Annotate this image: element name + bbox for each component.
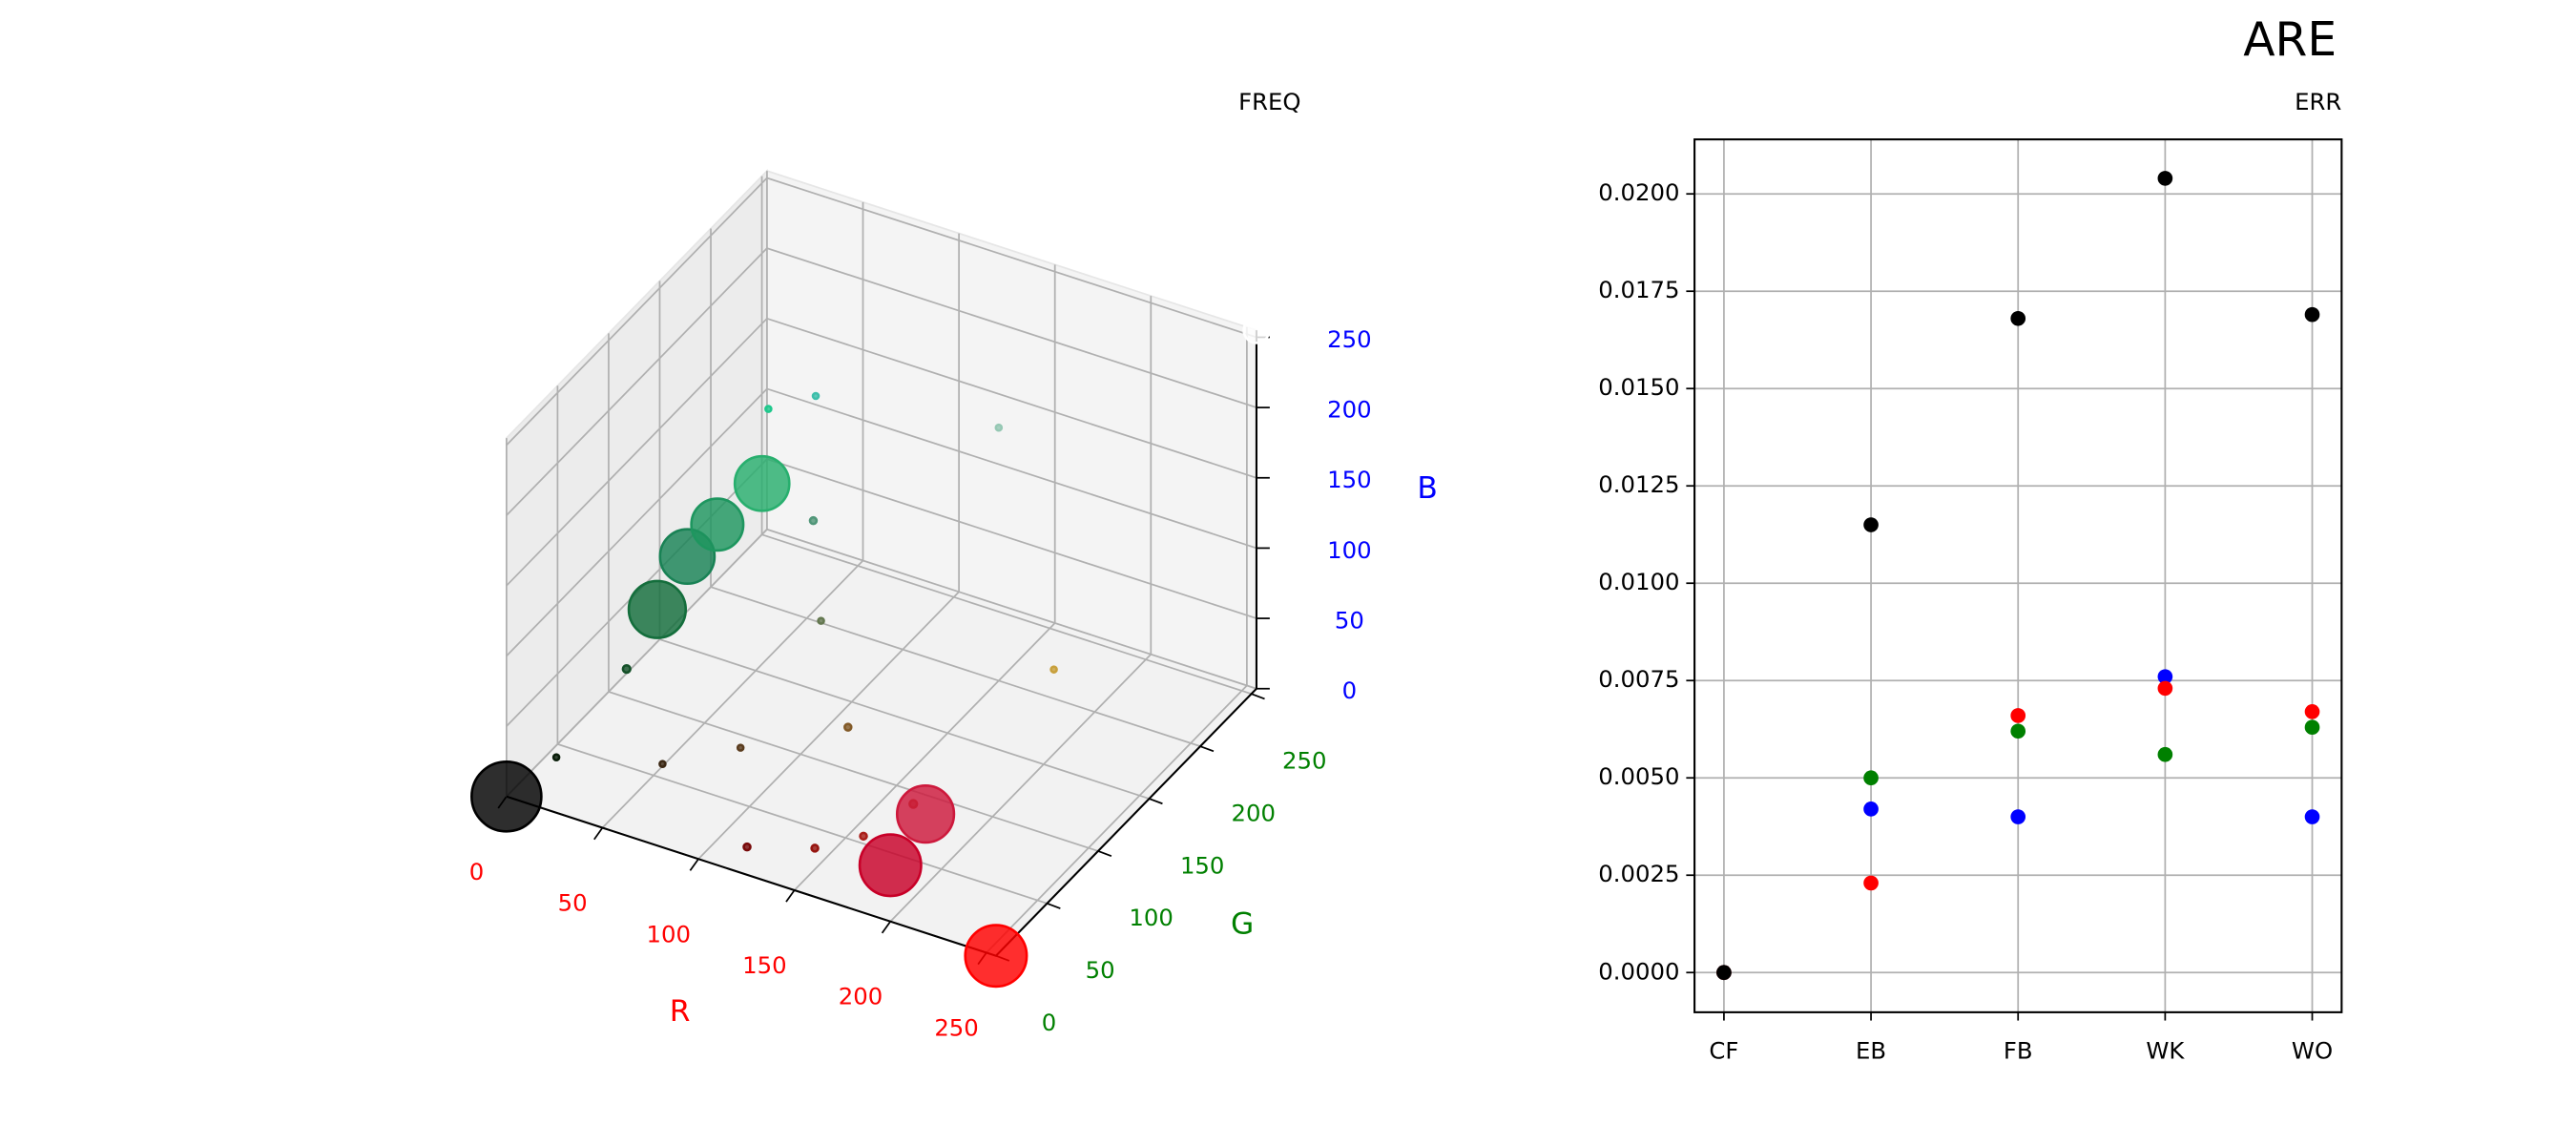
tick-mark xyxy=(785,889,796,903)
y-tick-label: 150 xyxy=(1180,851,1224,879)
y-tick-label: 250 xyxy=(1282,747,1326,775)
bubble xyxy=(470,760,543,833)
point xyxy=(1863,517,1879,532)
tick-mark xyxy=(1251,693,1265,700)
point xyxy=(2010,809,2026,824)
bubble xyxy=(736,743,745,752)
grid-line xyxy=(506,317,1257,587)
point xyxy=(1863,875,1879,891)
y-tick-label: 0.0200 xyxy=(1598,178,1679,206)
point xyxy=(2304,719,2320,736)
y-tick-label: 0 xyxy=(1042,1009,1056,1036)
z-tick-label: 250 xyxy=(1327,325,1371,353)
y-tick-label: 100 xyxy=(1129,904,1173,931)
bubble xyxy=(621,663,632,675)
bubble xyxy=(764,405,773,413)
point xyxy=(1716,965,1732,981)
z-tick-label: 100 xyxy=(1327,536,1371,564)
axis-line xyxy=(506,330,1257,957)
tick-mark xyxy=(593,827,604,841)
grid-line xyxy=(506,177,1257,447)
y-tick-label: 0.0150 xyxy=(1598,373,1679,401)
x-tick-label: 0 xyxy=(469,858,484,885)
bubble xyxy=(994,423,1004,432)
point xyxy=(1863,770,1879,786)
z-axis-label: B xyxy=(1417,471,1437,506)
bubble xyxy=(742,842,752,852)
grid-line xyxy=(506,387,1257,657)
grid-line xyxy=(506,528,1257,798)
point xyxy=(1863,802,1879,817)
z-tick-label: 0 xyxy=(1342,677,1357,704)
y-tick-label: 0.0125 xyxy=(1598,470,1679,498)
x-tick-label: 250 xyxy=(934,1013,978,1041)
grid-line xyxy=(506,247,1257,516)
y-tick-label: 50 xyxy=(1086,956,1115,984)
point xyxy=(2010,310,2026,326)
point xyxy=(2157,669,2173,684)
bubble xyxy=(733,454,791,512)
bubble xyxy=(843,722,853,732)
point xyxy=(2010,723,2026,739)
bubble xyxy=(1242,316,1271,344)
tick-mark xyxy=(1149,798,1163,805)
bubble xyxy=(858,833,923,898)
bubble xyxy=(551,753,561,761)
x-tick-label: EB xyxy=(1856,1037,1886,1065)
x-tick-label: CF xyxy=(1709,1037,1738,1065)
tick-mark xyxy=(1199,745,1215,753)
chart-title: ERR xyxy=(2295,88,2341,115)
bubble xyxy=(810,843,820,853)
y-tick-label: 0.0025 xyxy=(1598,860,1679,887)
figure-title: ARE xyxy=(2243,13,2337,67)
bubble xyxy=(627,579,688,639)
z-tick-label: 50 xyxy=(1335,607,1364,635)
y-tick-label: 0.0100 xyxy=(1598,568,1679,595)
z-tick-label: 150 xyxy=(1327,466,1371,493)
point xyxy=(2157,680,2173,697)
y-tick-label: 0.0175 xyxy=(1598,276,1679,303)
y-tick-label: 0.0075 xyxy=(1598,665,1679,693)
x-tick-label: 50 xyxy=(558,889,588,917)
x-tick-label: WO xyxy=(2292,1037,2333,1065)
point xyxy=(2010,708,2026,723)
tick-mark xyxy=(881,921,891,934)
y-tick-label: 0.0050 xyxy=(1598,762,1679,790)
bubble xyxy=(817,616,825,625)
bubble xyxy=(964,924,1028,989)
bubble xyxy=(1049,665,1058,674)
point xyxy=(2157,171,2173,186)
z-tick-label: 200 xyxy=(1327,396,1371,424)
bubble xyxy=(895,784,956,844)
point xyxy=(2304,306,2320,323)
bubble xyxy=(808,515,819,526)
tick-mark xyxy=(689,858,699,871)
y-axis-label: G xyxy=(1231,907,1254,942)
chart-title: FREQ xyxy=(1238,88,1300,115)
x-tick-label: WK xyxy=(2146,1037,2185,1065)
x-tick-label: 100 xyxy=(647,920,691,947)
x-tick-label: FB xyxy=(2004,1037,2033,1065)
point xyxy=(2304,704,2320,719)
bubble xyxy=(811,391,821,401)
bubble xyxy=(658,760,667,768)
bubble xyxy=(690,497,745,552)
point xyxy=(2304,809,2320,824)
tick-mark xyxy=(1047,903,1061,909)
bubble xyxy=(859,831,868,842)
point xyxy=(2157,746,2173,762)
y-tick-label: 0.0000 xyxy=(1598,957,1679,985)
plot-frame xyxy=(1693,138,2343,1013)
tick-mark xyxy=(1097,850,1112,857)
x-axis-label: R xyxy=(670,994,691,1029)
x-tick-label: 150 xyxy=(742,951,786,979)
x-tick-label: 200 xyxy=(839,983,883,1010)
y-tick-label: 200 xyxy=(1231,799,1275,826)
